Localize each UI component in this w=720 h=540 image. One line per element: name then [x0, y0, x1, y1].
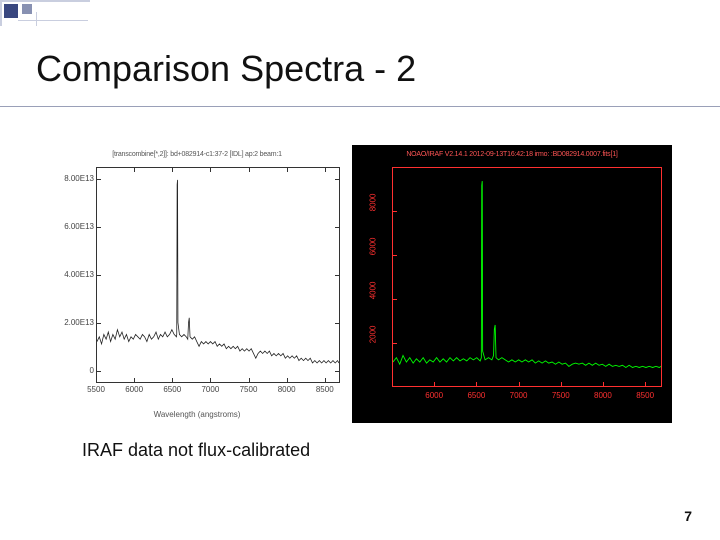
- left-ytick-label: 4.00E13: [50, 270, 94, 279]
- corner-decoration: [0, 0, 100, 30]
- right-spectrum-line: [393, 168, 661, 386]
- left-xtick-label: 7000: [195, 385, 225, 394]
- left-xtick-label: 8500: [310, 385, 340, 394]
- slide-title: Comparison Spectra - 2: [36, 48, 416, 90]
- right-ytick-label: 6000: [369, 238, 378, 272]
- right-xtick-label: 7500: [544, 391, 578, 400]
- left-spectrum-line: [97, 168, 339, 382]
- right-spectrum-chart: NOAO/IRAF V2.14.1 2012-09-13T16:42:18 ir…: [352, 145, 672, 423]
- right-xtick-label: 6500: [459, 391, 493, 400]
- left-x-axis-label: Wavelength (angstroms): [48, 410, 346, 419]
- title-underline: [0, 106, 720, 107]
- right-ytick-label: 4000: [369, 282, 378, 316]
- slide: Comparison Spectra - 2 [transcombine[*,2…: [0, 0, 720, 540]
- left-xtick-label: 6500: [157, 385, 187, 394]
- left-ytick-label: 0: [50, 366, 94, 375]
- right-xtick-label: 8500: [628, 391, 662, 400]
- left-xtick-label: 8000: [272, 385, 302, 394]
- right-xtick-label: 6000: [417, 391, 451, 400]
- right-ytick-label: 2000: [369, 326, 378, 360]
- right-plot-area: [392, 167, 662, 387]
- left-ytick-label: 8.00E13: [50, 174, 94, 183]
- right-xtick-label: 8000: [586, 391, 620, 400]
- right-ytick-label: 8000: [369, 194, 378, 228]
- left-ytick-label: 2.00E13: [50, 318, 94, 327]
- left-xtick-label: 5500: [81, 385, 111, 394]
- right-chart-title: NOAO/IRAF V2.14.1 2012-09-13T16:42:18 ir…: [352, 151, 672, 158]
- right-xtick-label: 7000: [502, 391, 536, 400]
- left-plot-area: [96, 167, 340, 383]
- left-ytick-label: 6.00E13: [50, 222, 94, 231]
- left-chart-title: [transcombine[*,2]]: bd+082914-c1:37-2 […: [48, 151, 346, 158]
- charts-row: [transcombine[*,2]]: bd+082914-c1:37-2 […: [48, 145, 672, 423]
- page-number: 7: [684, 508, 692, 524]
- left-xtick-label: 7500: [234, 385, 264, 394]
- chart-caption: IRAF data not flux-calibrated: [82, 440, 310, 461]
- left-xtick-label: 6000: [119, 385, 149, 394]
- left-spectrum-chart: [transcombine[*,2]]: bd+082914-c1:37-2 […: [48, 145, 346, 423]
